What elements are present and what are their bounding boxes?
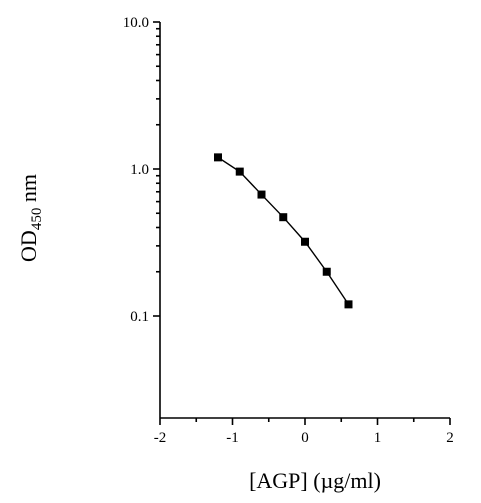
series-line xyxy=(217,156,350,305)
x-ticks: -2 -1 0 1 2 xyxy=(154,418,454,446)
x-tick-label: 0 xyxy=(301,430,309,446)
x-tick-label: 2 xyxy=(446,430,454,446)
y-axis-title-unit: nm xyxy=(16,174,41,208)
data-point xyxy=(235,167,244,176)
data-point xyxy=(301,237,309,246)
y-tick-label: 10.0 xyxy=(123,15,149,31)
axes xyxy=(159,22,450,419)
x-axis-title: [AGP] (µg/ml) xyxy=(249,468,381,493)
data-point xyxy=(214,153,222,162)
y-ticks: 0.1 1.0 10.0 xyxy=(123,15,160,325)
x-tick-label: -2 xyxy=(154,430,167,446)
data-point xyxy=(322,267,331,276)
y-tick-label: 0.1 xyxy=(130,309,149,325)
y-axis-title-main: OD xyxy=(16,230,41,262)
x-tick-label: 1 xyxy=(374,430,382,446)
y-axis-title: OD450 nm xyxy=(16,174,45,262)
y-tick-label: 1.0 xyxy=(130,162,149,178)
data-point xyxy=(257,190,266,199)
data-point xyxy=(344,300,353,309)
y-axis-title-sub: 450 xyxy=(29,208,45,231)
x-tick-label: -1 xyxy=(226,430,239,446)
data-point xyxy=(279,213,288,222)
plot-area xyxy=(214,153,353,309)
